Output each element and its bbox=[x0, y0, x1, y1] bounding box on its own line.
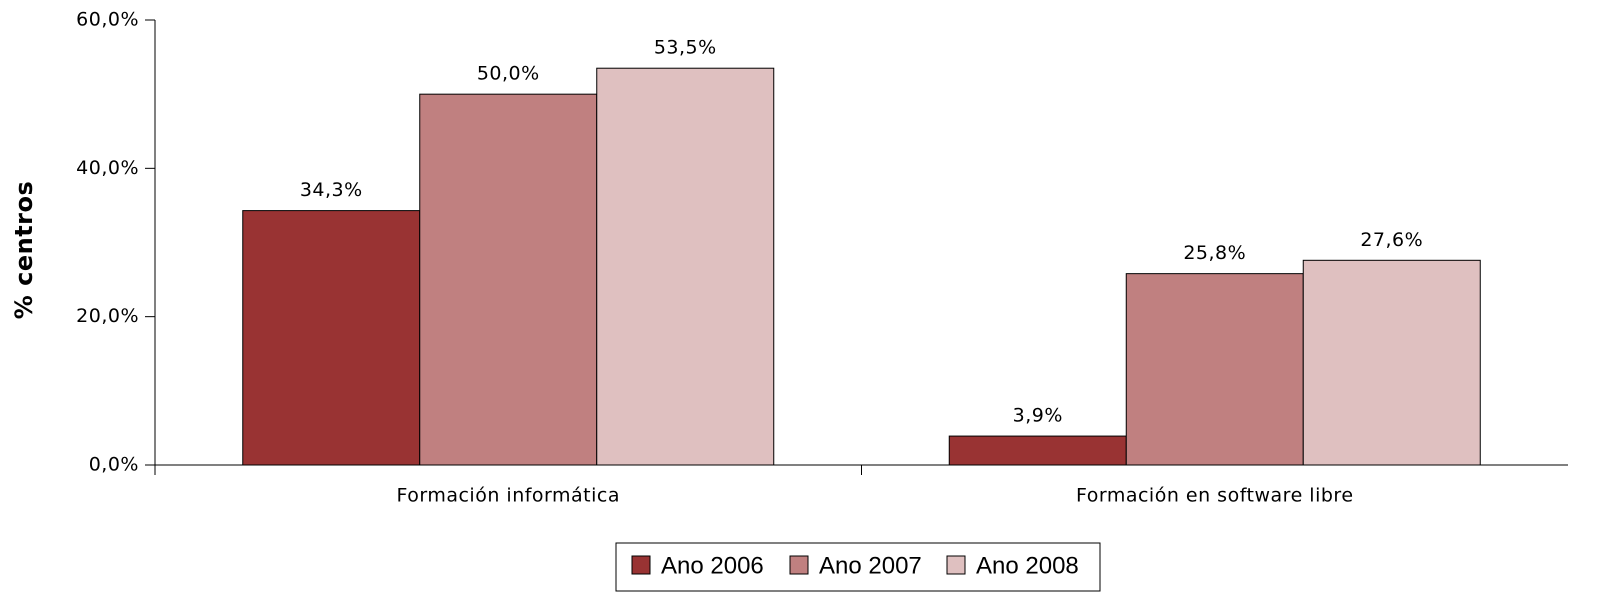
value-label: 50,0% bbox=[477, 63, 540, 85]
bar bbox=[1125, 273, 1304, 466]
value-label: 34,3% bbox=[300, 179, 363, 201]
x-tick-label: Formación informática bbox=[396, 485, 620, 507]
bar bbox=[242, 210, 421, 466]
y-tick-label: 20,0% bbox=[76, 305, 139, 327]
value-label: 53,5% bbox=[654, 37, 717, 59]
bar bbox=[419, 93, 598, 466]
legend-label: Ano 2006 bbox=[661, 552, 764, 579]
legend-swatch bbox=[946, 555, 966, 575]
legend-label: Ano 2008 bbox=[976, 552, 1079, 579]
y-tick-label: 0,0% bbox=[89, 454, 139, 476]
x-tick-label: Formación en software libre bbox=[1076, 485, 1354, 507]
legend-swatch bbox=[789, 555, 809, 575]
bar bbox=[596, 67, 775, 466]
y-axis-label: % centros bbox=[10, 181, 38, 320]
bar bbox=[1302, 259, 1481, 466]
value-label: 27,6% bbox=[1360, 229, 1423, 251]
legend-swatch bbox=[631, 555, 651, 575]
bar bbox=[948, 435, 1127, 466]
y-tick-label: 40,0% bbox=[76, 157, 139, 179]
legend-label: Ano 2007 bbox=[819, 552, 922, 579]
value-label: 25,8% bbox=[1183, 242, 1246, 264]
y-tick-label: 60,0% bbox=[76, 9, 139, 31]
legend-box bbox=[615, 542, 1101, 592]
value-label: 3,9% bbox=[1013, 405, 1063, 427]
